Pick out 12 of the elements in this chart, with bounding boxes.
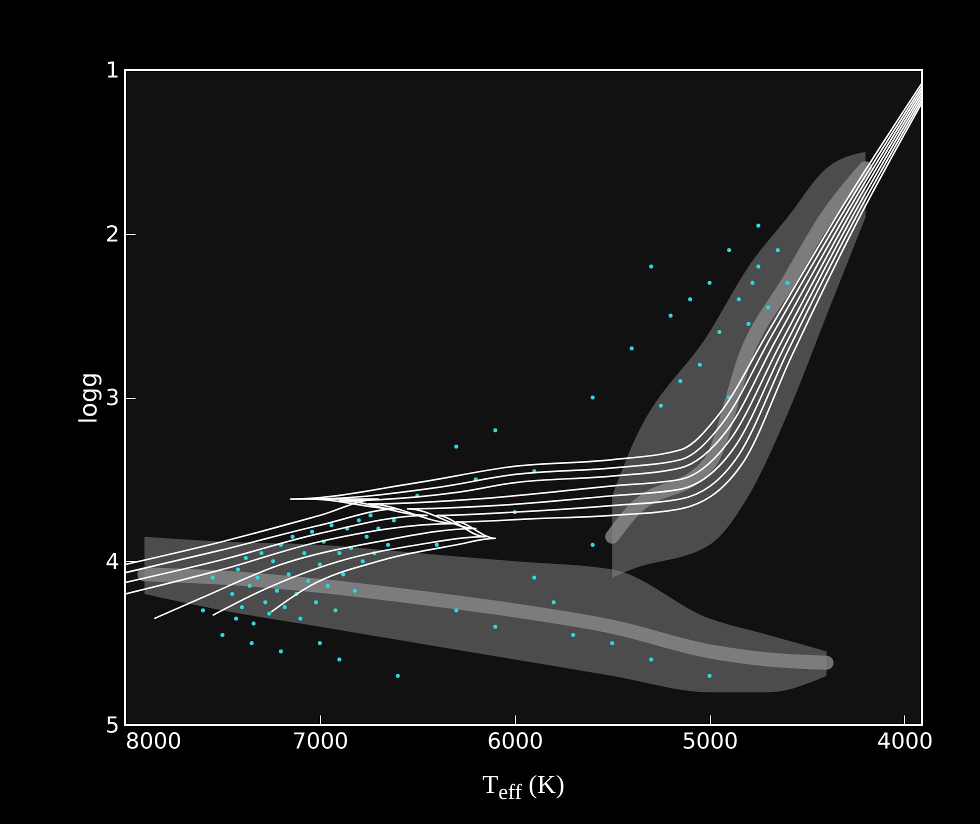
y-tick-label: 5 (106, 714, 120, 738)
x-tick-label: 8000 (126, 730, 182, 754)
y-tick-label: 2 (106, 222, 120, 248)
y-axis-title: logg (74, 372, 103, 424)
x-tick-label: 5000 (682, 730, 738, 754)
x-tick-label: 7000 (292, 730, 348, 754)
x-axis-title: T$_{eff}$ (K) (481, 770, 566, 806)
x-tick-label: 6000 (487, 730, 544, 754)
y-tick-label: 3 (106, 386, 120, 411)
x-tick-label: 4000 (876, 730, 933, 754)
y-tick-label: 1 (106, 58, 120, 84)
y-tick-label: 4 (106, 550, 120, 575)
